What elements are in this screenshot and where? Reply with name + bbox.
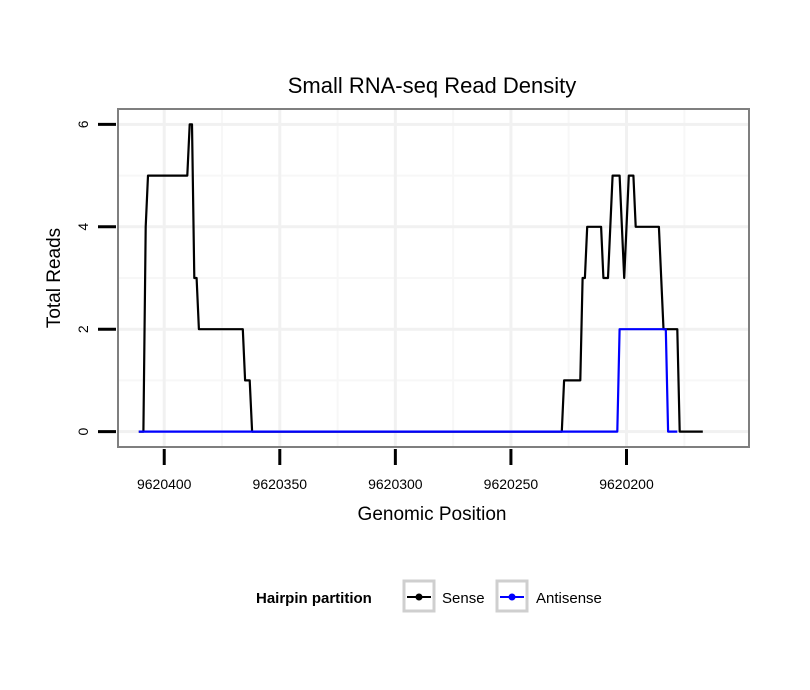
legend-label-antisense: Antisense [536,590,602,607]
legend-title: Hairpin partition [256,590,372,607]
series-layer [138,123,703,433]
y-axis-title: Total Reads [44,228,65,328]
y-tick-label-0: 0 [75,428,91,436]
legend-item-antisense: Antisense [495,579,602,613]
chart-title: Small RNA-seq Read Density [288,73,577,98]
legend-key-dot-sense [415,593,423,601]
y-tick-label-3: 6 [75,120,91,128]
legend-item-sense: Sense [402,579,485,613]
x-tick-label-3: 9620250 [484,476,539,492]
x-tick-label-0: 9620400 [137,476,192,492]
x-tick-label-4: 9620200 [599,476,654,492]
series-line-sense [138,123,703,433]
y-tick-label-1: 2 [75,325,91,333]
legend-key-dot-antisense [508,593,516,601]
series-line-antisense [138,328,678,433]
x-axis: 9620400 9620350 9620300 9620250 9620200 [137,449,654,492]
y-axis: 0 2 4 6 [75,120,116,436]
legend-label-sense: Sense [442,590,485,607]
x-tick-label-2: 9620300 [368,476,423,492]
plot-border [117,108,750,448]
grid-lines [118,109,749,447]
x-axis-title: Genomic Position [358,504,507,525]
x-tick-label-1: 9620350 [253,476,308,492]
y-tick-label-2: 4 [75,223,91,231]
legend: Hairpin partition Sense Antisense [256,579,602,613]
